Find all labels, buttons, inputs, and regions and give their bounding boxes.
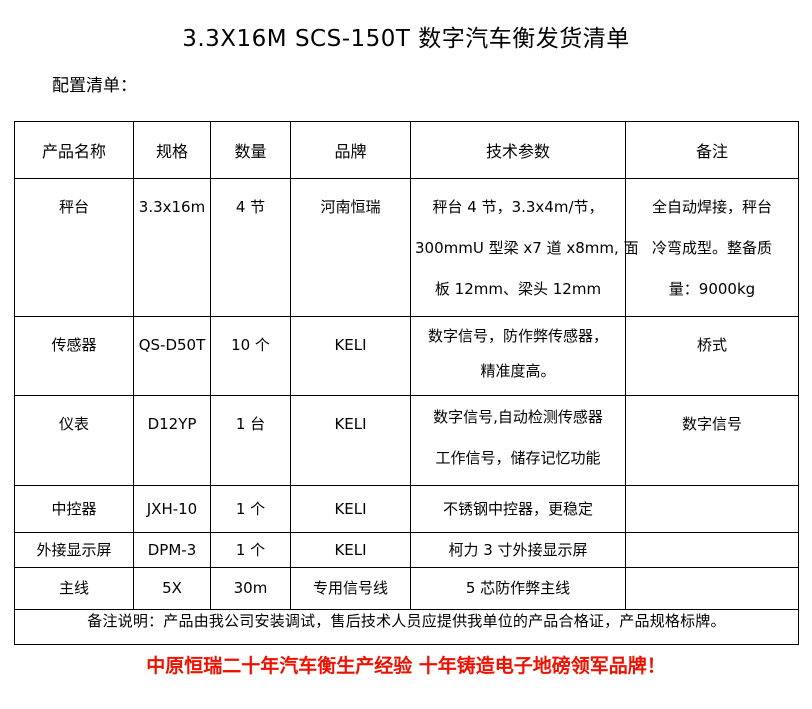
cell-remark xyxy=(625,532,799,568)
table-row: 仪表 D12YP 1 台 KELI 数字信号,自动检测传感器 工作信号，储存记忆… xyxy=(14,395,799,486)
packing-list-table: 产品名称 规格 数量 品牌 技术参数 备注 秤台 3.3x16m 4 节 河南恒… xyxy=(14,121,799,645)
cell-text: 传感器 xyxy=(51,336,97,354)
cell-text: 5X xyxy=(162,579,182,597)
cell-tech: 数字信号,自动检测传感器 工作信号，储存记忆功能 xyxy=(410,395,626,486)
cell-brand: KELI xyxy=(290,316,411,396)
cell-text: 桥式 xyxy=(696,336,727,354)
cell-text: KELI xyxy=(334,415,367,433)
table-row: 外接显示屏 DPM-3 1 个 KELI 柯力 3 寸外接显示屏 xyxy=(14,532,799,568)
cell-text-block: 数字信号，防作弊传感器， 精准度高。 xyxy=(411,317,625,395)
cell-tech: 5 芯防作弊主线 xyxy=(410,567,626,610)
cell-text: 30m xyxy=(233,579,268,597)
cell-text: KELI xyxy=(334,540,367,559)
cell-text: KELI xyxy=(334,499,367,518)
column-header-spec: 规格 xyxy=(133,121,211,179)
cell-text: JXH-10 xyxy=(146,499,198,518)
cell-tech: 柯力 3 寸外接显示屏 xyxy=(410,532,626,568)
cell-product-name: 主线 xyxy=(14,567,134,610)
cell-text: 河南恒瑞 xyxy=(320,198,381,216)
cell-product-name: 秤台 xyxy=(14,178,134,317)
cell-text: 3.3x16m xyxy=(138,198,206,216)
cell-text: 仪表 xyxy=(58,415,89,433)
cell-brand: KELI xyxy=(290,395,411,486)
table-row: 主线 5X 30m 专用信号线 5 芯防作弊主线 xyxy=(14,567,799,610)
cell-tech: 秤台 4 节，3.3x4m/节， 300mmU 型梁 x7 道 x8mm, 面 … xyxy=(410,178,639,317)
configuration-list-label: 配置清单： xyxy=(52,76,137,96)
cell-qty: 1 个 xyxy=(210,532,291,568)
cell-line: 工作信号，储存记忆功能 xyxy=(435,449,601,467)
cell-text-block: 全自动焊接，秤台 冷弯成型。整备质 量：9000kg xyxy=(626,179,798,316)
cell-line: 数字信号，防作弊传感器， xyxy=(427,327,608,345)
cell-text: KELI xyxy=(334,336,367,354)
cell-text: 1 个 xyxy=(235,499,266,518)
cell-product-name: 中控器 xyxy=(14,485,134,533)
cell-spec: QS-D50T xyxy=(133,316,211,396)
cell-remark: 桥式 xyxy=(625,316,799,396)
column-header-tech: 技术参数 xyxy=(410,121,626,179)
cell-brand: 专用信号线 xyxy=(290,567,411,610)
cell-line: 秤台 4 节，3.3x4m/节， xyxy=(432,198,604,216)
cell-text: 外接显示屏 xyxy=(36,540,112,559)
footer-note-text: 备注说明：产品由我公司安装调试，售后技术人员应提供我单位的产品合格证，产品规格标… xyxy=(14,609,799,645)
table-row: 秤台 3.3x16m 4 节 河南恒瑞 秤台 4 节，3.3x4m/节， 300… xyxy=(14,178,799,317)
cell-line: 精准度高。 xyxy=(480,362,556,380)
cell-qty: 1 台 xyxy=(210,395,291,486)
cell-text: 1 台 xyxy=(235,415,266,433)
cell-text: 柯力 3 寸外接显示屏 xyxy=(448,540,588,559)
cell-text: 专用信号线 xyxy=(312,579,388,597)
table-footer-note-row: 备注说明：产品由我公司安装调试，售后技术人员应提供我单位的产品合格证，产品规格标… xyxy=(14,609,799,645)
cell-line: 300mmU 型梁 x7 道 x8mm, 面 xyxy=(415,239,639,257)
table-row: 中控器 JXH-10 1 个 KELI 不锈钢中控器，更稳定 xyxy=(14,485,799,533)
cell-text: 1 个 xyxy=(235,540,266,559)
cell-text: 中控器 xyxy=(51,499,97,518)
cell-tech: 不锈钢中控器，更稳定 xyxy=(410,485,626,533)
column-header-name: 产品名称 xyxy=(14,121,134,179)
cell-tech: 数字信号，防作弊传感器， 精准度高。 xyxy=(410,316,626,396)
cell-qty: 10 个 xyxy=(210,316,291,396)
cell-text: D12YP xyxy=(147,415,197,433)
cell-text-block: 秤台 4 节，3.3x4m/节， 300mmU 型梁 x7 道 x8mm, 面 … xyxy=(411,179,639,316)
page-title: 3.3X16M SCS-150T 数字汽车衡发货清单 xyxy=(182,26,630,52)
cell-text: 数字信号 xyxy=(681,415,742,433)
cell-text: 主线 xyxy=(58,579,89,597)
cell-remark xyxy=(625,567,799,610)
cell-spec: 5X xyxy=(133,567,211,610)
cell-text: QS-D50T xyxy=(138,336,206,354)
cell-qty: 1 个 xyxy=(210,485,291,533)
cell-text: 秤台 xyxy=(58,198,89,216)
cell-spec: 3.3x16m xyxy=(133,178,211,317)
cell-spec: JXH-10 xyxy=(133,485,211,533)
column-header-qty: 数量 xyxy=(210,121,291,179)
table-row: 传感器 QS-D50T 10 个 KELI 数字信号，防作弊传感器， 精准度高。… xyxy=(14,316,799,396)
cell-line: 量：9000kg xyxy=(668,280,756,298)
cell-brand: KELI xyxy=(290,485,411,533)
cell-remark xyxy=(625,485,799,533)
cell-text: 4 节 xyxy=(235,198,266,216)
cell-product-name: 外接显示屏 xyxy=(14,532,134,568)
cell-brand: KELI xyxy=(290,532,411,568)
cell-text: 5 芯防作弊主线 xyxy=(465,579,571,597)
cell-line: 板 12mm、梁头 12mm xyxy=(434,280,602,298)
column-header-remark: 备注 xyxy=(625,121,799,179)
cell-text: 10 个 xyxy=(231,336,270,354)
cell-product-name: 传感器 xyxy=(14,316,134,396)
cell-text: 不锈钢中控器，更稳定 xyxy=(442,499,593,518)
cell-line: 冷弯成型。整备质 xyxy=(651,239,772,257)
table-header-row: 产品名称 规格 数量 品牌 技术参数 备注 xyxy=(14,121,799,179)
cell-line: 全自动焊接，秤台 xyxy=(651,198,772,216)
cell-remark: 数字信号 xyxy=(625,395,799,486)
company-slogan: 中原恒瑞二十年汽车衡生产经验 十年铸造电子地磅领军品牌！ xyxy=(146,655,666,677)
cell-line: 数字信号,自动检测传感器 xyxy=(433,408,603,426)
column-header-brand: 品牌 xyxy=(290,121,411,179)
cell-remark: 全自动焊接，秤台 冷弯成型。整备质 量：9000kg xyxy=(625,178,799,317)
cell-text-block: 数字信号,自动检测传感器 工作信号，储存记忆功能 xyxy=(411,396,625,485)
cell-product-name: 仪表 xyxy=(14,395,134,486)
cell-qty: 30m xyxy=(210,567,291,610)
cell-qty: 4 节 xyxy=(210,178,291,317)
cell-spec: D12YP xyxy=(133,395,211,486)
cell-spec: DPM-3 xyxy=(133,532,211,568)
cell-brand: 河南恒瑞 xyxy=(290,178,411,317)
cell-text: DPM-3 xyxy=(147,540,197,559)
